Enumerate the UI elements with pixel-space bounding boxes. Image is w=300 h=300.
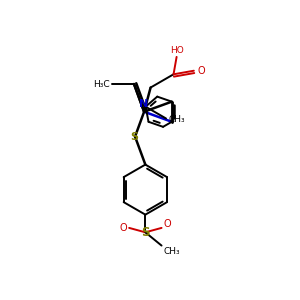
Text: O: O [163,219,171,230]
Text: CH₃: CH₃ [169,116,186,124]
Text: HO: HO [170,46,184,55]
Text: S: S [130,132,139,142]
Text: O: O [197,66,205,76]
Text: CH₃: CH₃ [164,247,181,256]
Text: S: S [141,226,150,239]
Text: H₃C: H₃C [93,80,110,88]
Text: O: O [119,223,127,233]
Text: N: N [140,99,149,110]
